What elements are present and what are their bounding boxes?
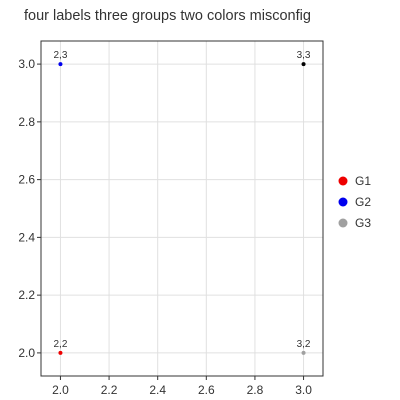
x-tick-label: 3.0 (295, 383, 312, 397)
axis-ticks: 2.0 2.2 2.4 2.6 2.8 3.0 2.0 2.2 2.4 2.6 2.8 3.0 (18, 57, 312, 397)
legend-marker-g3 (338, 218, 348, 228)
data-point-label: 2,3 (53, 50, 67, 61)
y-tick-label: 2.6 (18, 173, 35, 187)
x-tick-label: 2.0 (52, 383, 69, 397)
y-tick-label: 2.0 (18, 346, 35, 360)
legend: G1 G2 G3 (338, 174, 371, 230)
data-point (301, 62, 306, 67)
x-tick-label: 2.4 (149, 383, 166, 397)
chart-title: four labels three groups two colors misc… (24, 8, 311, 24)
y-tick-label: 2.4 (18, 230, 35, 244)
plot-frame (40, 40, 324, 377)
legend-label-g2: G2 (355, 195, 371, 209)
data-point-label: 3,3 (297, 50, 311, 61)
data-point-label: 3,2 (297, 339, 311, 350)
legend-marker-g1 (338, 176, 348, 186)
x-tick-label: 2.8 (247, 383, 264, 397)
data-point (58, 62, 63, 67)
legend-label-g1: G1 (355, 174, 371, 188)
x-tick-label: 2.6 (198, 383, 215, 397)
data-point (58, 350, 63, 355)
x-tick-label: 2.2 (101, 383, 118, 397)
y-tick-label: 3.0 (18, 57, 35, 71)
data-point-label: 2,2 (53, 339, 67, 350)
y-tick-label: 2.2 (18, 288, 35, 302)
legend-marker-g2 (338, 197, 348, 207)
data-points: 2,3 3,3 2,2 3,2 (53, 50, 311, 355)
legend-label-g3: G3 (355, 216, 371, 230)
grid-lines (41, 41, 323, 376)
y-tick-label: 2.8 (18, 115, 35, 129)
data-point (301, 350, 306, 355)
